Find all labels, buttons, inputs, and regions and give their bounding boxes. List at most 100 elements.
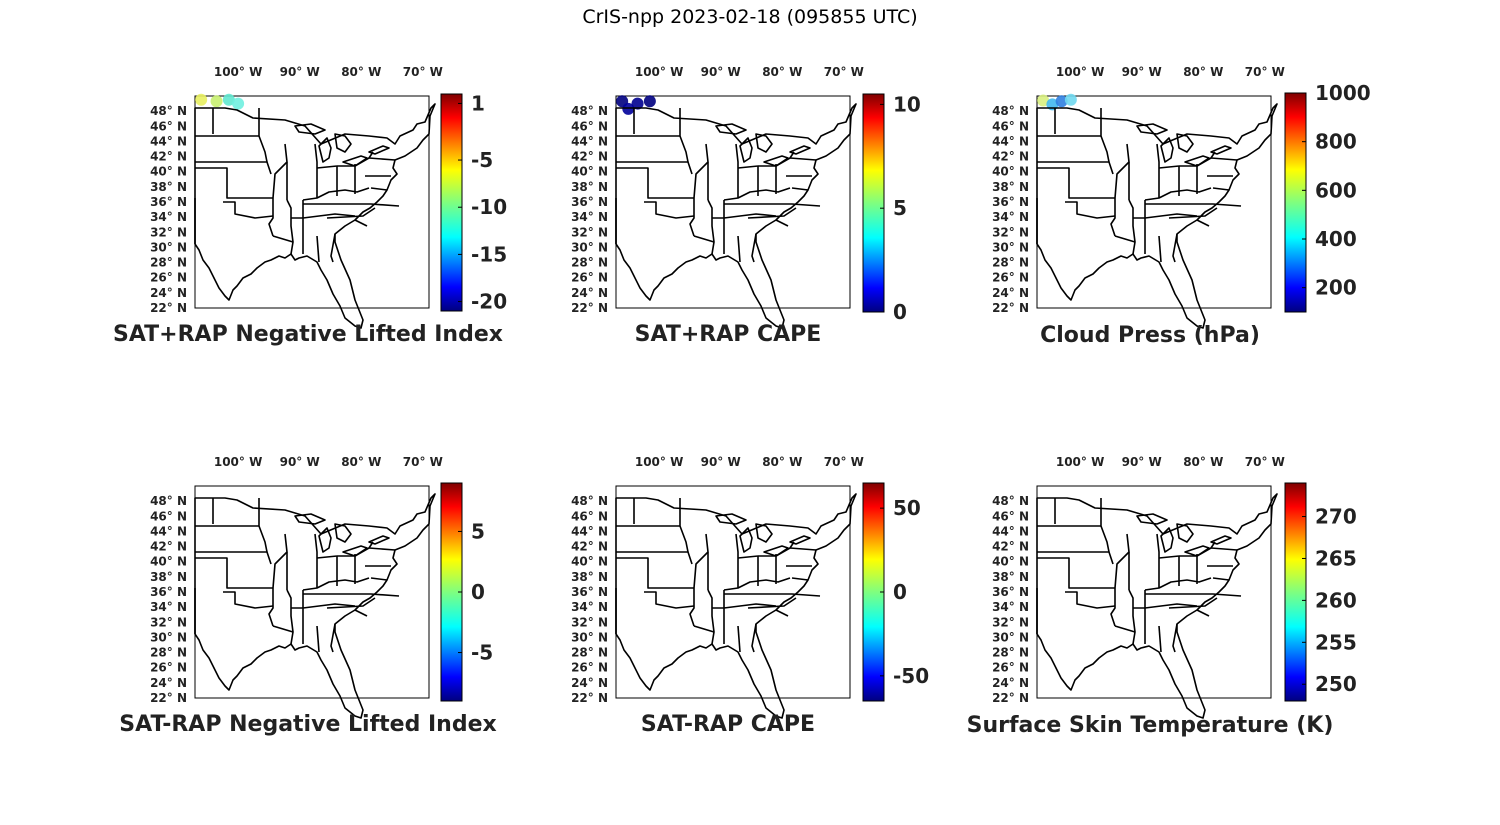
colorbar-tick-label: 10 — [893, 92, 921, 116]
lat-tick-label: 40° N — [150, 165, 187, 179]
colorbar — [440, 93, 463, 312]
lat-tick-label: 34° N — [150, 600, 187, 614]
lat-tick-label: 28° N — [571, 646, 608, 660]
lat-tick-label: 44° N — [992, 524, 1029, 538]
lon-tick-label: 70° W — [403, 455, 443, 469]
lat-tick-label: 48° N — [571, 104, 608, 118]
lat-tick-label: 44° N — [992, 134, 1029, 148]
lat-tick-label: 30° N — [571, 630, 608, 644]
data-point — [631, 97, 644, 110]
colorbar-tick-label: -15 — [471, 242, 507, 266]
colorbar-tick-label: -5 — [471, 641, 493, 665]
lat-tick-label: 36° N — [992, 195, 1029, 209]
lat-tick-label: 38° N — [992, 180, 1029, 194]
panel-title: Surface Skin Temperature (K) — [967, 713, 1334, 738]
lat-tick-label: 26° N — [992, 271, 1029, 285]
lat-tick-label: 28° N — [992, 256, 1029, 270]
lat-tick-label: 38° N — [571, 180, 608, 194]
map-panel-2: 100° W 90° W 80° W 70° W 22° N24° N26° N28° … — [571, 65, 921, 347]
lon-tick-label: 90° W — [280, 65, 320, 79]
lat-tick-label: 46° N — [150, 119, 187, 133]
lon-tick-label: 70° W — [1245, 65, 1285, 79]
colorbar — [862, 93, 885, 313]
lat-tick-label: 28° N — [571, 256, 608, 270]
lat-tick-label: 34° N — [992, 600, 1029, 614]
lat-tick-label: 24° N — [992, 676, 1029, 690]
map-panel-6: 100° W 90° W 80° W 70° W 22° N24° N26° N28° … — [967, 455, 1357, 738]
lat-tick-label: 32° N — [992, 225, 1029, 239]
lat-tick-label: 42° N — [992, 540, 1029, 554]
lat-tick-label: 30° N — [992, 240, 1029, 254]
colorbar-tick-label: 5 — [471, 519, 485, 543]
lat-tick-label: 46° N — [571, 509, 608, 523]
data-point — [195, 93, 208, 106]
data-point — [1055, 95, 1068, 108]
lat-tick-label: 32° N — [571, 615, 608, 629]
colorbar-tick-label: 1000 — [1315, 81, 1371, 105]
panel-title: SAT+RAP CAPE — [635, 322, 822, 347]
lat-tick-label: 22° N — [992, 301, 1029, 315]
colorbar-tick-label: 0 — [471, 580, 485, 604]
lat-tick-label: 26° N — [150, 271, 187, 285]
lat-tick-label: 38° N — [571, 570, 608, 584]
lat-tick-label: 40° N — [571, 165, 608, 179]
lon-tick-label: 80° W — [1183, 65, 1223, 79]
map-panel-3: 100° W 90° W 80° W 70° W 22° N24° N26° N28° … — [992, 65, 1371, 348]
lat-tick-label: 38° N — [992, 570, 1029, 584]
lat-tick-label: 28° N — [150, 256, 187, 270]
lat-tick-label: 48° N — [150, 494, 187, 508]
lat-tick-label: 38° N — [150, 180, 187, 194]
lat-tick-label: 24° N — [992, 286, 1029, 300]
colorbar-tick-label: 0 — [893, 300, 907, 324]
lat-tick-label: 44° N — [571, 134, 608, 148]
lon-tick-label: 80° W — [762, 455, 802, 469]
lat-tick-label: 26° N — [992, 661, 1029, 675]
lat-tick-label: 46° N — [992, 119, 1029, 133]
colorbar-tick-label: 600 — [1315, 178, 1357, 202]
lon-tick-label: 90° W — [701, 65, 741, 79]
lat-tick-label: 48° N — [992, 104, 1029, 118]
lat-tick-label: 36° N — [150, 195, 187, 209]
lat-tick-label: 22° N — [150, 691, 187, 705]
data-point — [1064, 93, 1077, 106]
data-point — [643, 95, 656, 108]
data-point — [622, 102, 635, 115]
lat-tick-label: 34° N — [571, 210, 608, 224]
colorbar-tick-label: 1 — [471, 91, 485, 115]
lat-tick-label: 36° N — [992, 585, 1029, 599]
panel-title: SAT-RAP CAPE — [641, 712, 815, 737]
lat-tick-label: 32° N — [992, 615, 1029, 629]
lat-tick-label: 44° N — [150, 134, 187, 148]
lat-tick-label: 24° N — [150, 286, 187, 300]
lat-tick-label: 28° N — [992, 646, 1029, 660]
colorbar-tick-label: 250 — [1315, 672, 1357, 696]
lat-tick-label: 24° N — [571, 286, 608, 300]
lon-tick-label: 80° W — [341, 455, 381, 469]
lon-tick-label: 90° W — [701, 455, 741, 469]
lat-tick-label: 48° N — [571, 494, 608, 508]
lat-tick-label: 24° N — [150, 676, 187, 690]
lat-tick-label: 46° N — [992, 509, 1029, 523]
lat-tick-label: 34° N — [992, 210, 1029, 224]
lat-tick-label: 40° N — [571, 555, 608, 569]
data-point — [222, 93, 235, 106]
lat-tick-label: 32° N — [150, 615, 187, 629]
lat-tick-label: 42° N — [571, 150, 608, 164]
data-point — [232, 97, 245, 110]
lat-tick-label: 44° N — [150, 524, 187, 538]
lon-tick-label: 100° W — [1056, 65, 1104, 79]
lon-tick-label: 90° W — [280, 455, 320, 469]
lat-tick-label: 24° N — [571, 676, 608, 690]
lat-tick-label: 48° N — [150, 104, 187, 118]
lat-tick-label: 36° N — [571, 195, 608, 209]
lat-tick-label: 36° N — [150, 585, 187, 599]
colorbar-tick-label: 270 — [1315, 505, 1357, 529]
colorbar-tick-label: 200 — [1315, 276, 1357, 300]
lat-tick-label: 46° N — [571, 119, 608, 133]
lon-tick-label: 70° W — [403, 65, 443, 79]
lat-tick-label: 30° N — [571, 240, 608, 254]
lat-tick-label: 46° N — [150, 509, 187, 523]
colorbar-tick-label: -10 — [471, 195, 507, 219]
colorbar-tick-label: -5 — [471, 148, 493, 172]
